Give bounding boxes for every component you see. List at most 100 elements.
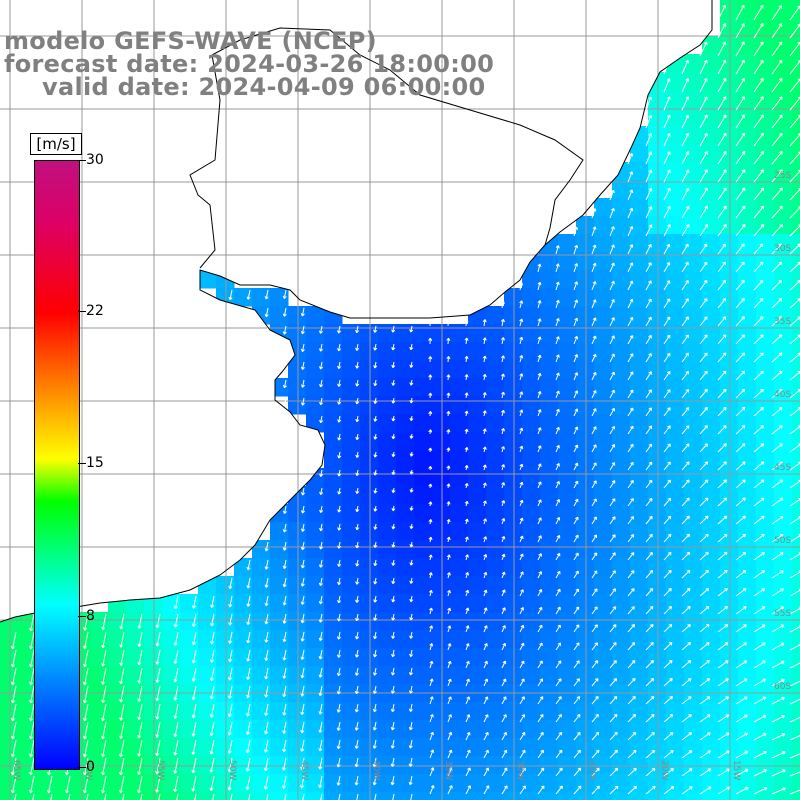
wind-cell — [342, 792, 361, 800]
wind-cell — [684, 486, 703, 505]
wind-cell — [792, 522, 800, 541]
wind-arrow — [681, 569, 691, 579]
wind-arrow — [771, 96, 783, 111]
wind-arrow — [537, 785, 545, 795]
wind-cell — [540, 720, 559, 739]
wind-cell — [594, 450, 613, 469]
wind-arrow — [789, 789, 800, 795]
wind-cell — [774, 792, 793, 800]
wind-cell — [594, 432, 613, 451]
wind-arrow — [699, 41, 708, 57]
wind-cell — [378, 378, 397, 397]
wind-arrow — [447, 714, 453, 723]
wind-cell — [288, 738, 307, 757]
latitude-label: 25S — [774, 171, 791, 181]
wind-arrow — [155, 631, 161, 647]
wind-cell — [288, 360, 307, 379]
wind-arrow — [282, 631, 287, 643]
wind-arrow — [537, 606, 543, 615]
wind-arrow — [681, 114, 690, 129]
latitude-label: 35S — [774, 317, 791, 327]
wind-arrow — [645, 713, 655, 723]
wind-arrow — [699, 569, 710, 579]
wind-arrow — [501, 731, 507, 741]
wind-arrow — [735, 59, 745, 75]
wind-cell — [414, 630, 433, 649]
wind-arrow — [337, 469, 342, 477]
wind-arrow — [264, 649, 269, 662]
wind-arrow — [300, 577, 305, 587]
wind-arrow — [663, 479, 672, 489]
wind-arrow — [771, 132, 783, 147]
wind-cell — [468, 468, 487, 487]
longitude-label: 35W — [443, 760, 453, 780]
wind-cell — [756, 774, 775, 793]
wind-cell — [792, 126, 800, 145]
wind-cell — [198, 270, 217, 289]
wind-arrow — [519, 553, 524, 561]
wind-cell — [666, 180, 685, 199]
colorbar-tick — [78, 767, 86, 768]
wind-arrow — [483, 554, 488, 561]
wind-arrow — [663, 678, 673, 687]
wind-cell — [558, 558, 577, 577]
wind-cell — [324, 360, 343, 379]
wind-arrow — [753, 279, 764, 291]
wind-cell — [684, 414, 703, 433]
wind-arrow — [555, 281, 560, 291]
wind-cell — [486, 468, 505, 487]
wind-arrow — [230, 793, 233, 800]
wind-arrow — [209, 667, 215, 682]
wind-arrow — [717, 151, 727, 165]
wind-arrow — [573, 263, 579, 273]
wind-cell — [504, 666, 523, 685]
wind-arrow — [609, 642, 617, 651]
wind-cell — [630, 594, 649, 613]
wind-cell — [576, 396, 595, 415]
wind-arrow — [319, 379, 324, 388]
wind-arrow — [753, 261, 764, 273]
wind-arrow — [555, 588, 561, 597]
wind-arrow — [373, 541, 378, 548]
wind-arrow — [391, 559, 396, 566]
wind-cell — [576, 468, 595, 487]
wind-arrow — [573, 444, 579, 453]
wind-arrow — [555, 570, 561, 579]
wind-arrow — [65, 775, 71, 794]
wind-cell — [432, 504, 451, 523]
wind-arrow — [83, 721, 89, 740]
wind-cell — [288, 378, 307, 397]
wind-cell — [612, 558, 631, 577]
wind-arrow — [519, 300, 524, 309]
wind-arrow — [699, 205, 709, 219]
wind-cell — [558, 324, 577, 343]
wind-arrow — [537, 463, 542, 471]
wind-cell — [504, 360, 523, 379]
wind-cell — [270, 648, 289, 667]
wind-arrow — [663, 133, 671, 147]
wind-arrow — [300, 559, 305, 569]
wind-cell — [378, 558, 397, 577]
wind-arrow — [699, 132, 708, 147]
wind-arrow — [447, 785, 453, 795]
wind-cell — [756, 162, 775, 181]
wind-arrow — [699, 515, 709, 525]
wind-arrow — [246, 667, 251, 680]
wind-arrow — [428, 572, 433, 579]
wind-arrow — [228, 595, 233, 608]
wind-arrow — [645, 641, 654, 651]
wind-cell — [504, 486, 523, 505]
wind-arrow — [537, 391, 542, 399]
wind-arrow — [355, 541, 360, 549]
wind-arrow — [555, 696, 562, 705]
wind-arrow — [191, 685, 197, 700]
wind-cell — [666, 468, 685, 487]
wind-arrow — [591, 713, 599, 723]
wind-arrow — [717, 78, 727, 93]
wind-arrow — [555, 624, 561, 633]
wind-arrow — [699, 243, 708, 255]
wind-arrow — [537, 336, 542, 345]
wind-cell — [648, 162, 667, 181]
wind-cell — [594, 738, 613, 757]
wind-cell — [252, 630, 271, 649]
